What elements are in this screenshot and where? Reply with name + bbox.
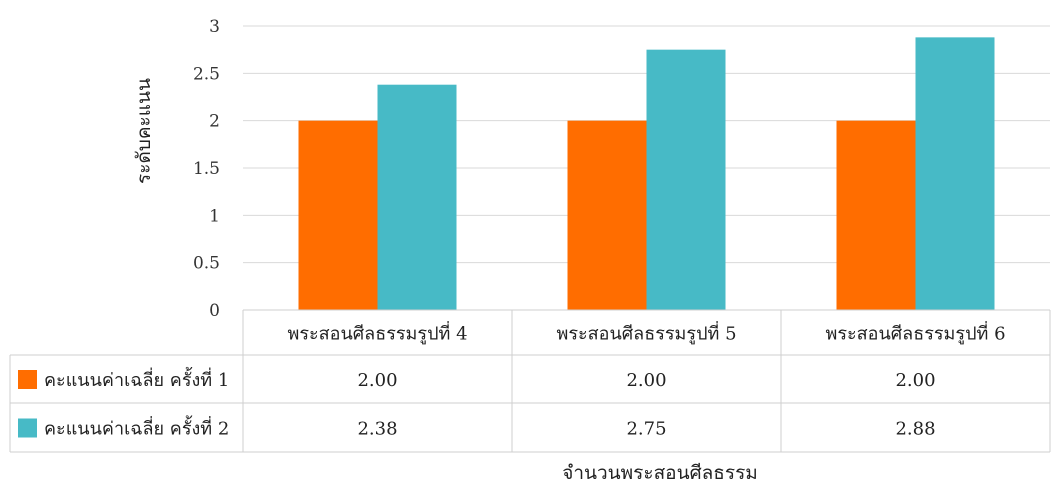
y-tick-label: 1.5	[193, 159, 220, 179]
y-tick-label: 2	[209, 112, 220, 132]
legend-label: คะแนนค่าเฉลี่ย ครั้งที่ 1	[44, 367, 229, 391]
data-value: 2.00	[626, 370, 666, 391]
x-axis-title: จำนวนพระสอนศีลธรรม	[562, 462, 758, 484]
category-label: พระสอนศีลธรรมรูปที่ 4	[287, 321, 467, 345]
category-label: พระสอนศีลธรรมรูปที่ 5	[556, 321, 736, 345]
bar-series2-3	[915, 37, 995, 311]
y-tick-labels: 0 0.5 1 1.5 2 2.5 3	[193, 17, 220, 321]
legend-label: คะแนนค่าเฉลี่ย ครั้งที่ 2	[44, 416, 229, 440]
bars	[298, 37, 995, 311]
category-label: พระสอนศีลธรรมรูปที่ 6	[825, 321, 1005, 345]
y-tick-label: 0.5	[193, 254, 220, 274]
y-tick-label: 1	[209, 206, 220, 226]
data-table: พระสอนศีลธรรมรูปที่ 4 พระสอนศีลธรรมรูปที่…	[9, 309, 1051, 453]
bar-series2-1	[377, 84, 457, 311]
y-axis-title: ระดับคะแนน	[133, 78, 155, 184]
y-tick-label: 0	[209, 301, 220, 321]
bar-series1-2	[567, 120, 647, 311]
data-value: 2.00	[895, 370, 935, 391]
y-tick-label: 3	[209, 17, 220, 37]
y-tick-label: 2.5	[193, 64, 220, 84]
data-value: 2.00	[357, 370, 397, 391]
data-value: 2.75	[626, 419, 666, 440]
bar-series1-1	[298, 120, 378, 311]
legend-swatch-series2	[18, 418, 37, 438]
legend-swatch-series1	[18, 370, 37, 389]
bar-series2-2	[646, 49, 726, 311]
bar-series1-3	[836, 120, 916, 311]
data-value: 2.88	[895, 419, 935, 440]
data-value: 2.38	[357, 419, 397, 440]
